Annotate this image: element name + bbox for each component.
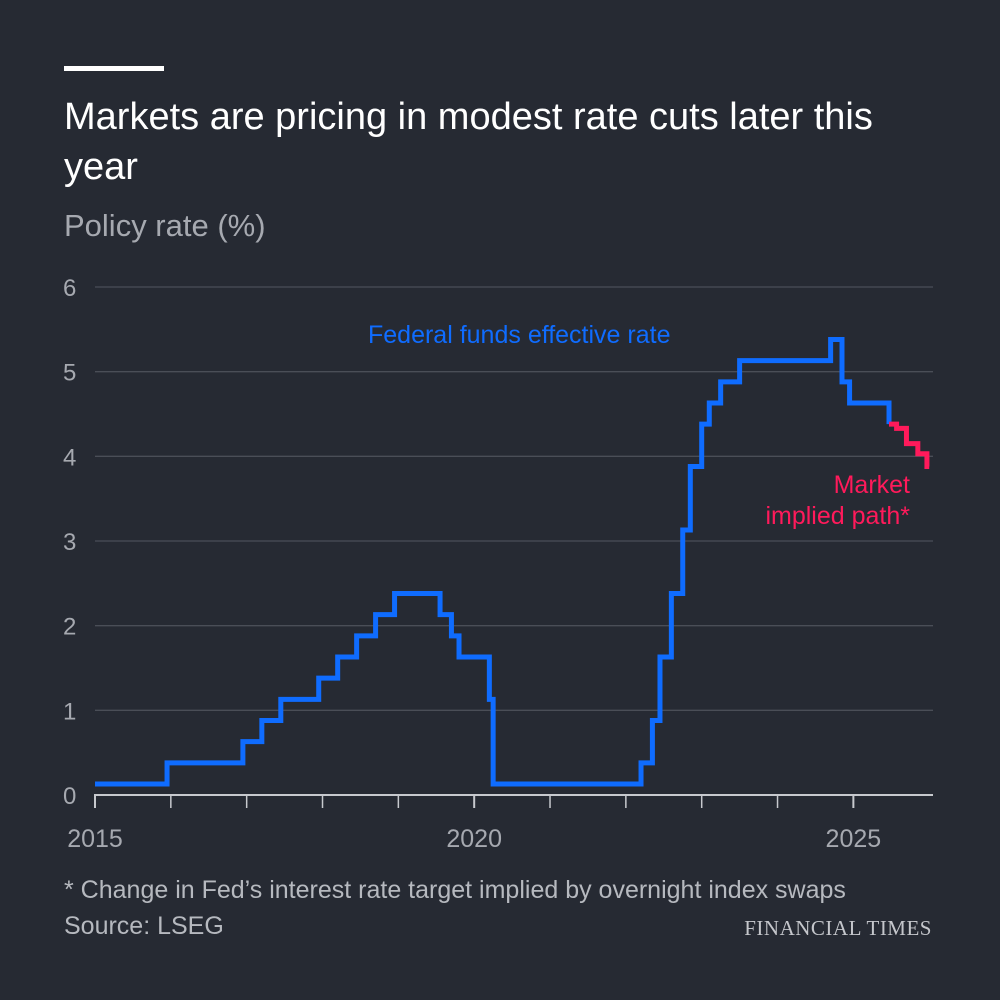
label-market-implied-path-line-2: implied path* bbox=[765, 502, 910, 530]
y-tick-label-6: 6 bbox=[63, 275, 76, 302]
x-tick-label-2020: 2020 bbox=[446, 825, 502, 853]
x-axis: 2015 2020 2025 bbox=[67, 794, 933, 853]
series bbox=[95, 336, 930, 787]
chart-title: Markets are pricing in modest rate cuts … bbox=[64, 96, 873, 188]
series-line-market-implied-path bbox=[889, 421, 930, 469]
y-tick-labels: 0 1 2 3 4 5 6 bbox=[63, 275, 76, 810]
y-tick-label-2: 2 bbox=[63, 614, 76, 641]
publisher-brand: FINANCIAL TIMES bbox=[744, 916, 932, 940]
label-federal-funds-rate: Federal funds effective rate bbox=[368, 321, 671, 349]
x-tick-label-2025: 2025 bbox=[826, 825, 882, 853]
source-note: Source: LSEG bbox=[64, 912, 224, 940]
y-tick-label-0: 0 bbox=[63, 783, 76, 810]
y-axis-label: Policy rate (%) bbox=[64, 208, 266, 243]
annotations: Federal funds effective rate Market implie… bbox=[368, 321, 910, 530]
y-tick-label-5: 5 bbox=[63, 360, 76, 387]
grid bbox=[95, 286, 933, 711]
label-market-implied-path: Market bbox=[834, 471, 910, 499]
footnote: * Change in Fed’s interest rate target i… bbox=[64, 876, 846, 904]
y-tick-label-1: 1 bbox=[63, 698, 76, 725]
y-tick-label-3: 3 bbox=[63, 529, 76, 556]
series-line-federal-funds-effective-rate bbox=[95, 336, 892, 787]
x-tick-label-2015: 2015 bbox=[67, 825, 123, 853]
y-tick-label-4: 4 bbox=[63, 444, 76, 471]
header-rule bbox=[64, 66, 164, 71]
